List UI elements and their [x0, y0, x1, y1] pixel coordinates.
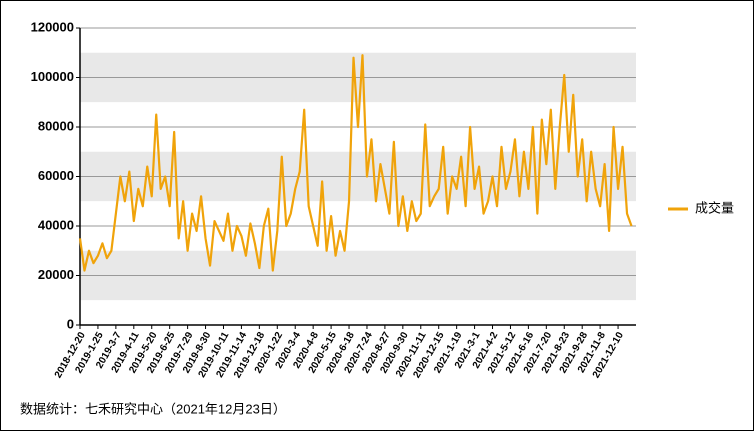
grid-band [80, 201, 636, 226]
grid-band [80, 275, 636, 301]
grid-band [80, 52, 636, 78]
y-tick-label: 80000 [38, 118, 74, 133]
grid-band [80, 176, 636, 202]
legend-label: 成交量 [695, 200, 734, 215]
grid-band [80, 77, 636, 103]
grid-band [80, 28, 636, 53]
source-note: 数据统计：七禾研究中心（2021年12月23日） [20, 401, 286, 416]
y-tick-label: 120000 [31, 19, 74, 34]
y-tick-label: 100000 [31, 69, 74, 84]
y-tick-label: 60000 [38, 168, 74, 183]
y-tick-label: 40000 [38, 217, 74, 232]
series-line [78, 54, 633, 272]
grid-band [80, 250, 636, 276]
y-tick-label: 0 [67, 316, 74, 331]
grid-band [80, 300, 636, 325]
y-tick-label: 20000 [38, 267, 74, 282]
grid-band [80, 226, 636, 251]
